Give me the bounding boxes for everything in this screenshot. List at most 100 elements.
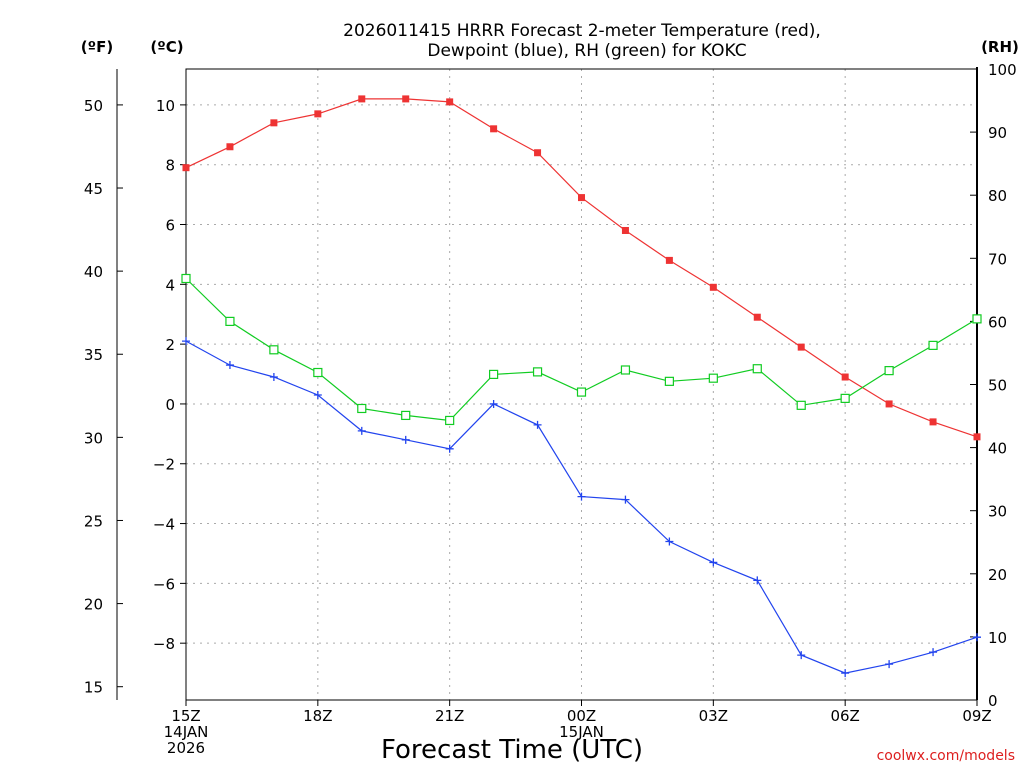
rh-point (620, 365, 631, 375)
celsius-tick-label: 10 (156, 97, 175, 115)
2-meter-temperature-point (885, 400, 893, 408)
rh-point (225, 316, 235, 326)
2-meter-temperature-point (402, 95, 410, 103)
x-tick-label: 18Z (303, 707, 332, 725)
rh-point (664, 376, 674, 386)
rh-point (752, 364, 762, 374)
dewpoint-point (929, 648, 938, 657)
x-tick-label: 09Z (962, 707, 991, 725)
fahrenheit-tick-label: 45 (84, 180, 103, 198)
dewpoint-point (225, 361, 234, 370)
2-meter-temperature-point (182, 164, 190, 172)
celsius-tick-label: 4 (165, 276, 175, 294)
chart-title-line-2: Dewpoint (blue), RH (green) for KOKC (427, 41, 746, 61)
2-meter-temperature-point (665, 256, 673, 264)
dewpoint-point (709, 558, 718, 567)
rh-tick-label: 0 (988, 692, 998, 710)
2-meter-temperature-point (446, 98, 454, 106)
dewpoint-point (753, 576, 762, 585)
2-meter-temperature-point (578, 194, 585, 202)
rh-tick-label: 70 (988, 250, 1007, 268)
fahrenheit-tick-label: 35 (84, 346, 103, 364)
celsius-tick-label: −2 (153, 456, 175, 474)
celsius-tick-label: 6 (165, 217, 175, 235)
x-tick-label: 00Z (567, 707, 596, 725)
x-tick-label: 21Z (435, 707, 464, 725)
rh-point (489, 369, 499, 380)
dewpoint-point (489, 399, 498, 408)
fahrenheit-tick-label: 20 (84, 596, 103, 614)
rh-tick-label: 90 (988, 124, 1007, 142)
dewpoint-point (445, 444, 454, 453)
rh-point (840, 393, 850, 403)
grid-lines (186, 69, 977, 700)
dewpoint-point (841, 669, 850, 678)
rh-tick-label: 30 (988, 503, 1007, 521)
2-meter-temperature-line (185, 98, 978, 438)
dewpoint-point (577, 492, 586, 501)
2-meter-temperature-point (270, 119, 278, 127)
rh-point (357, 403, 367, 414)
x-tick-label: 14JAN (164, 723, 209, 741)
dewpoint-point (357, 426, 366, 435)
dewpoint-point (533, 420, 542, 429)
fahrenheit-tick-label: 30 (84, 429, 103, 447)
dewpoint-point (313, 390, 322, 399)
2-meter-temperature-point (226, 143, 234, 151)
fahrenheit-tick-label: 40 (84, 263, 103, 281)
rh-tick-label: 10 (988, 629, 1007, 647)
fahrenheit-tick-label: 50 (84, 97, 103, 115)
2-meter-temperature-point (841, 373, 849, 381)
rh-point (181, 273, 191, 284)
celsius-axis-label: (ºC) (150, 38, 183, 56)
rh-point (532, 367, 543, 377)
dewpoint-point (182, 337, 190, 346)
dewpoint-point (621, 495, 630, 504)
fahrenheit-axis-label: (ºF) (81, 38, 113, 56)
rh-point (796, 400, 806, 410)
rh-tick-label: 60 (988, 313, 1007, 331)
celsius-tick-label: 2 (165, 336, 175, 354)
rh-point (972, 314, 982, 324)
rh-tick-label: 80 (988, 187, 1007, 205)
2-meter-temperature-point (621, 226, 629, 234)
celsius-tick-label: −6 (153, 575, 175, 593)
2-meter-temperature-point (490, 125, 498, 133)
chart-title-line-1: 2026011415 HRRR Forecast 2-meter Tempera… (343, 21, 821, 41)
fahrenheit-tick-label: 15 (84, 679, 103, 697)
x-tick-label: 15JAN (559, 723, 604, 741)
x-axis-label: Forecast Time (UTC) (381, 735, 643, 765)
dewpoint-point (885, 660, 894, 669)
2-meter-temperature-point (929, 418, 937, 426)
2-meter-temperature-point (709, 283, 717, 291)
rh-tick-label: 100 (988, 61, 1017, 79)
rh-tick-label: 40 (988, 440, 1007, 458)
rh-point (708, 373, 718, 383)
rh-point (269, 345, 279, 355)
dewpoint-point (973, 633, 981, 642)
rh-point (884, 366, 894, 376)
2-meter-temperature-point (314, 110, 322, 118)
2-meter-temperature-point (973, 433, 981, 441)
2-meter-temperature-point (358, 95, 366, 103)
rh-point (313, 367, 323, 378)
2-meter-temperature-point (534, 149, 542, 157)
x-tick-label: 06Z (830, 707, 859, 725)
rh-point (576, 387, 587, 397)
dewpoint-point (665, 537, 674, 546)
rh-tick-label: 50 (988, 377, 1007, 395)
celsius-tick-label: −4 (153, 516, 175, 534)
2-meter-temperature-point (797, 343, 805, 351)
rh-point (445, 415, 455, 426)
rh-tick-label: 20 (988, 566, 1007, 584)
rh-point (928, 340, 938, 350)
x-tick-label: 03Z (699, 707, 728, 725)
2-meter-temperature-point (753, 313, 761, 321)
dewpoint-point (797, 651, 806, 660)
dewpoint-point (401, 435, 410, 444)
rh-point (401, 410, 411, 421)
rh-axis-label: (RH) (981, 38, 1019, 56)
celsius-tick-label: −8 (153, 635, 175, 653)
x-tick-label: 15Z (171, 707, 200, 725)
